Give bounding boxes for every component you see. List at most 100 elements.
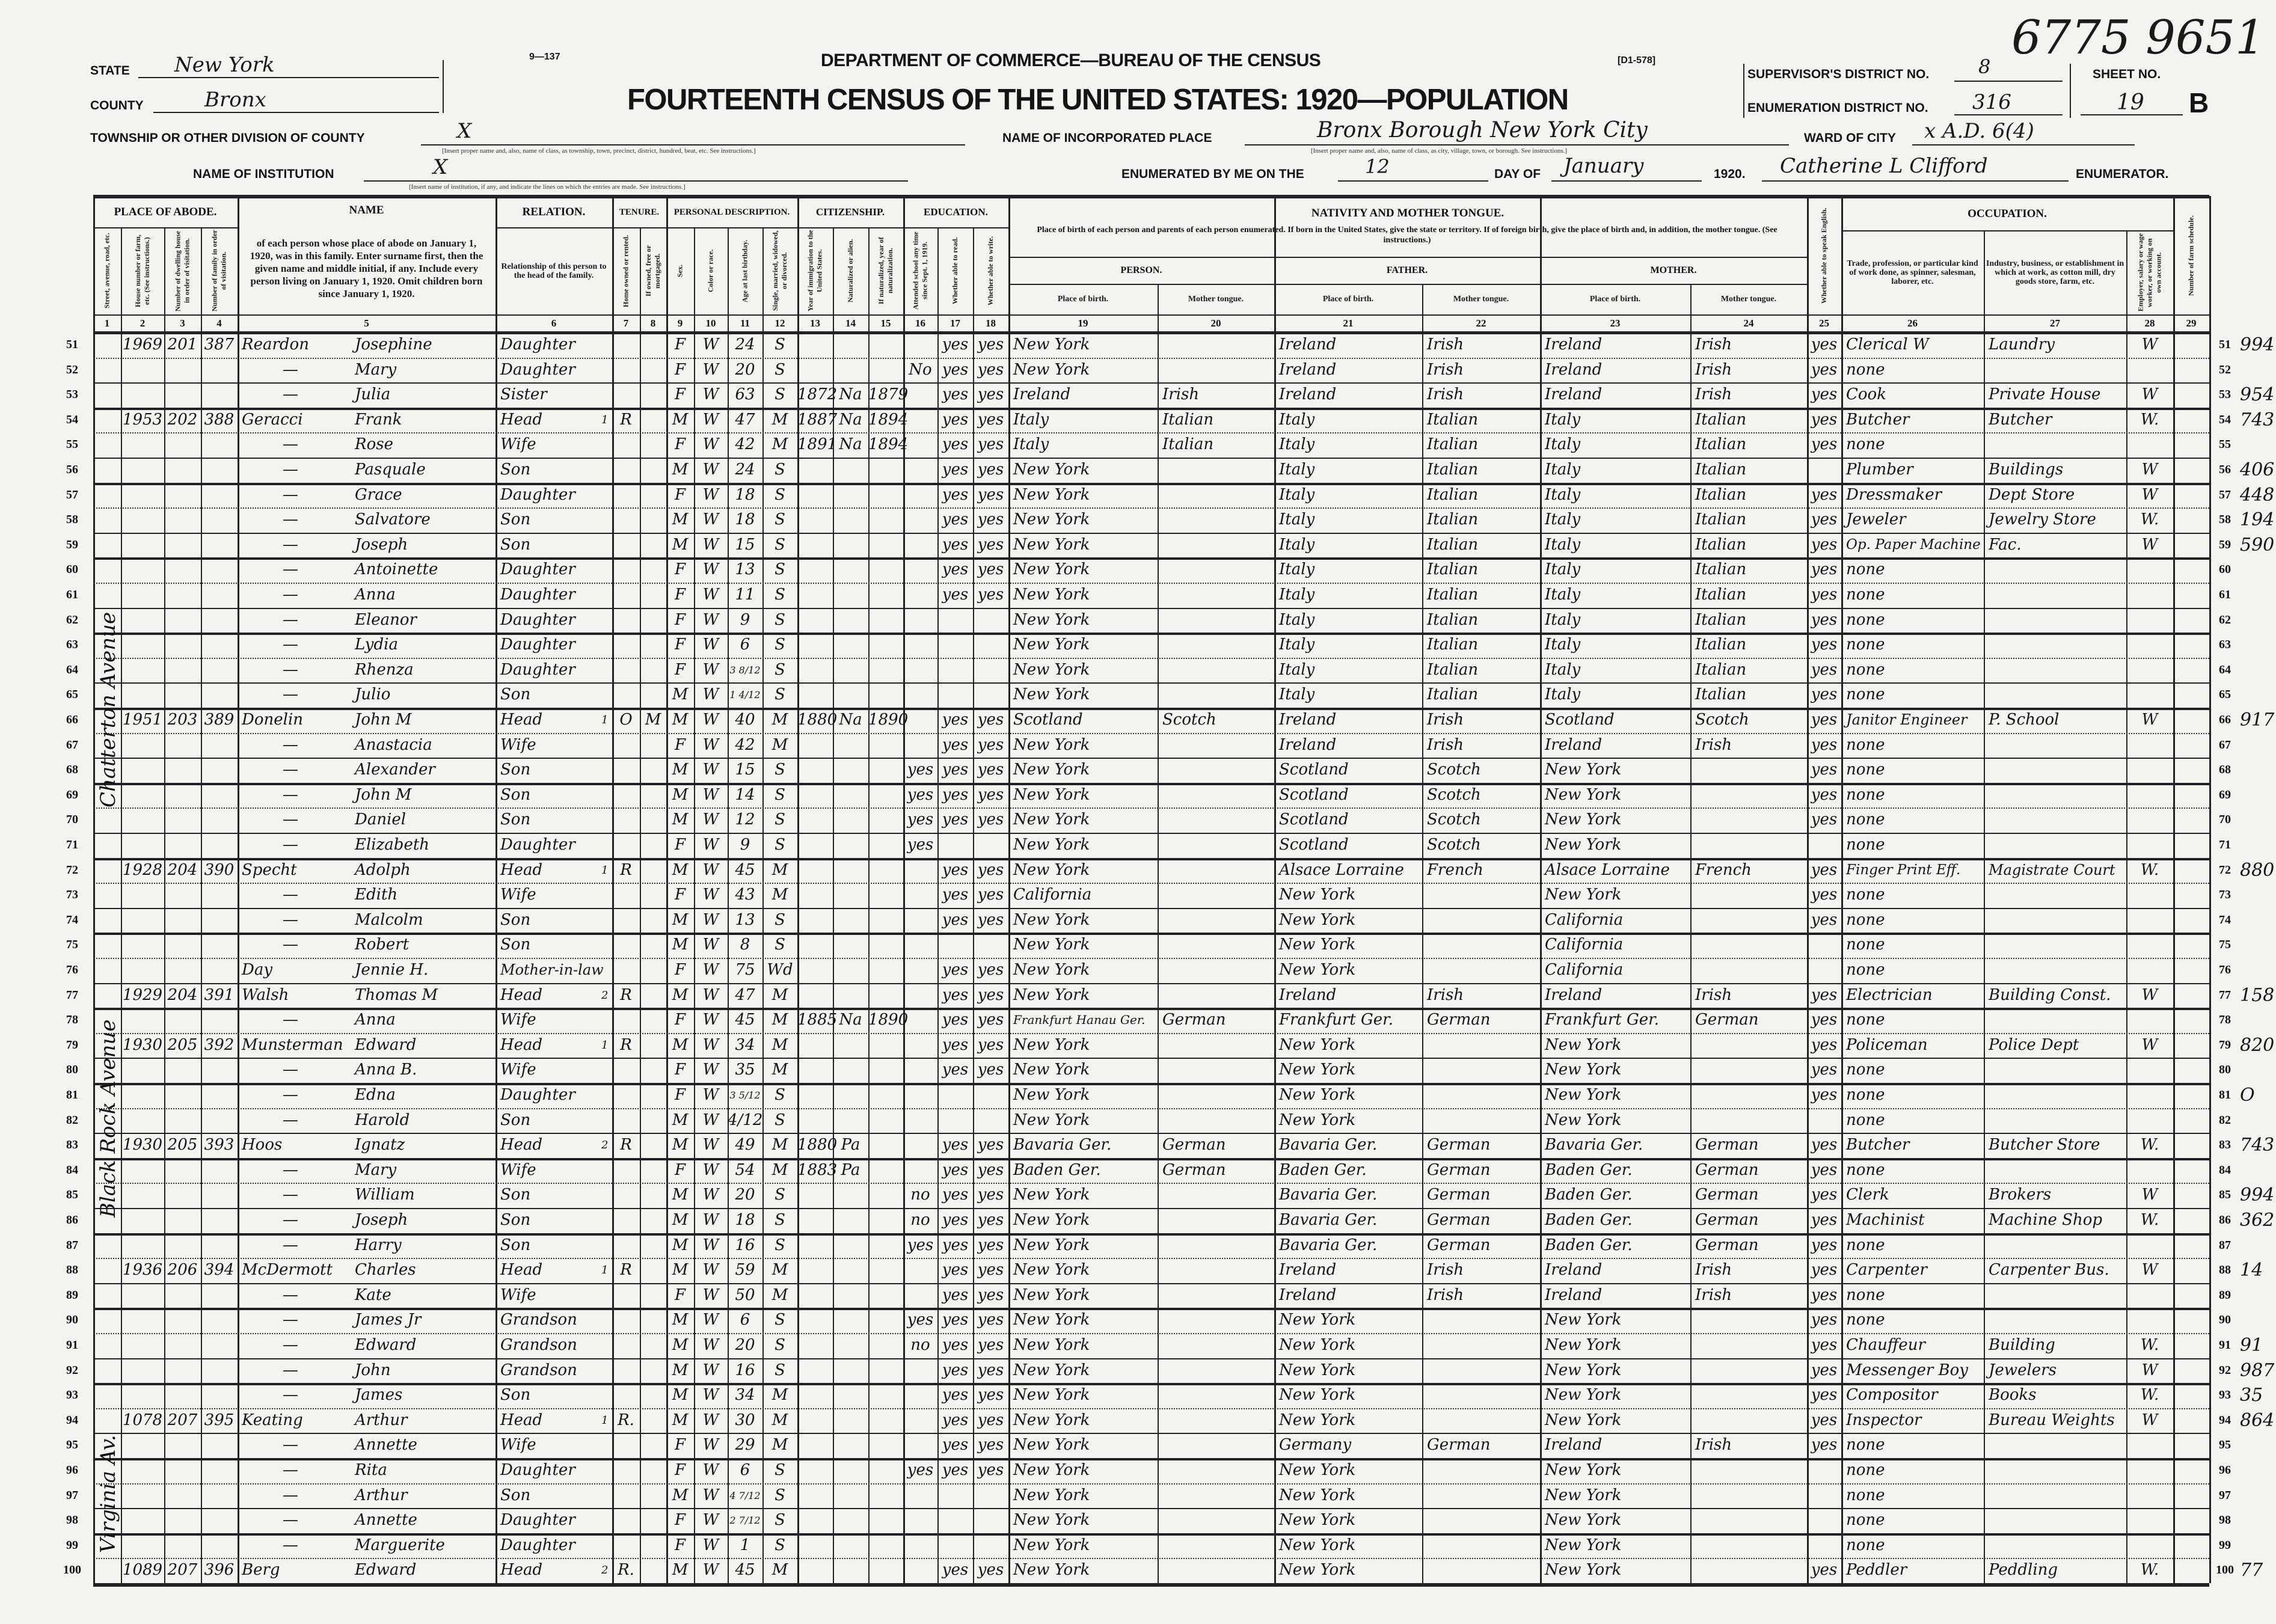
field-age: 20 — [735, 1186, 755, 1204]
field-trade: none — [1846, 660, 1885, 679]
line-number-left: 52 — [66, 363, 78, 376]
field-read: yes — [942, 1311, 969, 1329]
column-heading-26: Trade, profession, or particular kind of… — [1847, 259, 1978, 286]
line-number-right: 86 — [2219, 1213, 2231, 1227]
field-house: 1936 — [122, 1261, 163, 1279]
field-bp: New York — [1013, 1486, 1090, 1504]
census-row: 99 99 — Marguerite Daughter F W 1 S New York New Y… — [0, 1533, 2276, 1558]
field-read: yes — [942, 1035, 969, 1054]
field-relation: Head — [500, 1136, 543, 1154]
field-immig: 1883 — [797, 1160, 838, 1179]
column-heading-20: Mother tongue. — [1188, 295, 1244, 304]
field-m-tongue: Irish — [1695, 1285, 1732, 1304]
field-f-bp: New York — [1279, 886, 1356, 904]
surname: — — [283, 1461, 298, 1479]
field-f-bp: New York — [1279, 1311, 1356, 1329]
row-rule — [93, 1133, 2209, 1135]
field-relation: Son — [500, 1386, 531, 1405]
given-name: Rhenza — [355, 660, 414, 679]
field-relation: Wife — [500, 1285, 536, 1304]
column-heading-18: Whether able to write. — [986, 236, 995, 306]
row-rule — [1008, 257, 1807, 258]
field-trade: none — [1846, 1536, 1885, 1554]
given-name: Lydia — [355, 636, 398, 654]
margin-annotation: 987 — [2240, 1359, 2275, 1381]
field-sex: M — [672, 785, 689, 804]
field-trade: Finger Print Eff. — [1846, 862, 1961, 878]
field-bp: New York — [1013, 1336, 1090, 1354]
field-trade: none — [1846, 1236, 1885, 1254]
field-marital: M — [771, 435, 788, 454]
field-relation: Daughter — [500, 1086, 575, 1104]
street-name-chatterton: Chatterton Avenue — [96, 611, 120, 807]
field-m-bp: New York — [1545, 1411, 1622, 1429]
given-name: Ignatz — [355, 1136, 405, 1154]
field-m-bp: Italy — [1545, 560, 1581, 579]
column-heading-11: Age at last birthday. — [740, 239, 749, 302]
field-family: 387 — [204, 336, 235, 354]
field-write: yes — [977, 586, 1004, 604]
field-f-bp: Italy — [1279, 610, 1315, 629]
field-age: 9 — [740, 836, 750, 854]
field-f-bp: Ireland — [1279, 735, 1337, 754]
column-heading-4: Number of family in order of visitation. — [210, 230, 228, 312]
surname: — — [283, 1086, 298, 1104]
row-rule — [93, 1483, 2209, 1485]
column-rule — [640, 227, 641, 1583]
field-m-bp: New York — [1545, 1511, 1622, 1530]
line-number-right: 65 — [2219, 688, 2231, 702]
group-father: FATHER. — [1386, 265, 1428, 275]
given-name: Eleanor — [355, 610, 417, 629]
field-race: W — [702, 1461, 719, 1479]
field-age: 18 — [735, 485, 755, 504]
row-rule — [93, 1157, 2209, 1160]
field-immig: 1891 — [797, 435, 838, 454]
column-heading-27: Industry, business, or establishment in … — [1986, 259, 2124, 286]
field-tenure: R — [620, 1136, 632, 1154]
surname: — — [283, 810, 298, 829]
field-m-tongue: German — [1695, 1011, 1759, 1029]
field-f-bp: New York — [1279, 1386, 1356, 1405]
column-heading-10: Color or race. — [706, 249, 715, 293]
field-m-bp: New York — [1545, 785, 1622, 804]
field-m-bp: Ireland — [1545, 385, 1603, 404]
line-number-left: 99 — [66, 1538, 78, 1552]
field-race: W — [702, 385, 719, 404]
field-race: W — [702, 1136, 719, 1154]
column-heading-15: If naturalized, year of naturalization. — [877, 237, 894, 305]
field-m-bp: New York — [1545, 886, 1622, 904]
field-f-bp: Italy — [1279, 586, 1315, 604]
field-f-tongue: Italian — [1427, 485, 1479, 504]
field-age: 45 — [735, 1561, 755, 1580]
field-write: yes — [977, 1211, 1004, 1229]
institution-value: X — [433, 155, 448, 179]
field-relation: Grandson — [500, 1311, 577, 1329]
margin-annotation: 880 — [2240, 859, 2275, 881]
given-name: Annette — [355, 1436, 417, 1454]
field-relation: Head — [500, 1035, 543, 1054]
field-bp: Bavaria Ger. — [1013, 1136, 1112, 1154]
field-read: yes — [942, 1211, 969, 1229]
field-bp: Ireland — [1013, 385, 1071, 404]
field-read: yes — [942, 961, 969, 979]
field-sex: M — [672, 685, 689, 704]
field-f-tongue: Irish — [1427, 735, 1464, 754]
field-f-tongue: Italian — [1427, 610, 1479, 629]
archive-stamp-numbers: 6775 9651 — [2011, 11, 2265, 65]
line-number-right: 96 — [2219, 1463, 2231, 1477]
field-industry: Peddling — [1989, 1561, 2058, 1580]
group-relation: RELATION. — [522, 206, 586, 218]
field-sex: M — [672, 1136, 689, 1154]
given-name: Jennie H. — [355, 961, 429, 979]
field-relation: Son — [500, 461, 531, 479]
field-english: yes — [1811, 985, 1838, 1004]
field-marital: M — [771, 1386, 788, 1405]
field-industry: Police Dept — [1989, 1035, 2079, 1054]
line-number-left: 64 — [66, 663, 78, 676]
given-name: Julio — [355, 685, 391, 704]
line-number-right: 90 — [2219, 1313, 2231, 1327]
field-age: 15 — [735, 535, 755, 554]
field-marital: S — [775, 586, 785, 604]
field-marital: S — [775, 610, 785, 629]
